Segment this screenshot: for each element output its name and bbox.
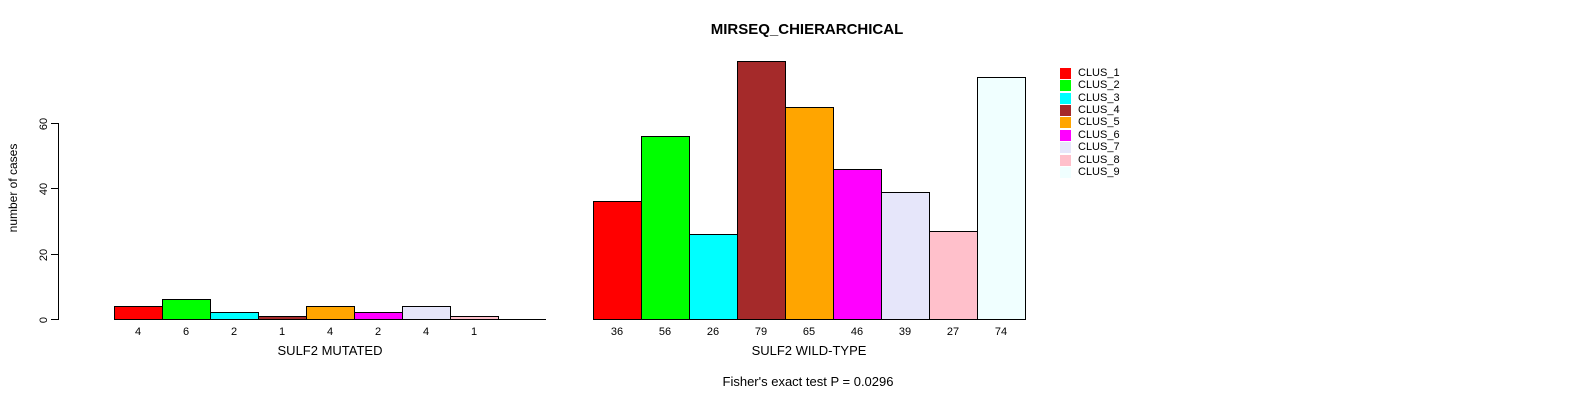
- legend-swatch-icon: [1060, 167, 1071, 179]
- bar-clus_4: [737, 61, 786, 320]
- x-axis-line-mutated: [114, 319, 546, 320]
- legend-swatch-icon: [1060, 80, 1071, 92]
- bar-clus_7: [881, 192, 930, 320]
- bar-value-label: 2: [374, 326, 382, 338]
- legend-item-clus_9: CLUS_9: [1060, 167, 1120, 179]
- legend-label: CLUS_4: [1078, 104, 1120, 117]
- bar-value-label: 65: [802, 326, 816, 338]
- legend-item-clus_7: CLUS_7: [1060, 142, 1120, 154]
- legend-swatch-icon: [1060, 117, 1071, 129]
- bar-clus_1: [593, 201, 642, 320]
- legend-label: CLUS_5: [1078, 116, 1120, 129]
- y-tick-mark: [51, 188, 58, 189]
- legend-item-clus_2: CLUS_2: [1060, 79, 1120, 92]
- y-axis-line: [58, 123, 59, 320]
- y-tick-label: 0: [38, 316, 50, 323]
- bar-clus_2: [162, 299, 211, 320]
- group-label-mutated: SULF2 MUTATED: [277, 343, 383, 358]
- y-tick-label: 60: [38, 117, 50, 130]
- bar-value-label: 6: [182, 326, 190, 338]
- legend-item-clus_8: CLUS_8: [1060, 154, 1120, 166]
- bar-value-label: 46: [850, 326, 864, 338]
- y-tick-label: 40: [38, 182, 50, 195]
- group-label-wildtype: SULF2 WILD-TYPE: [751, 343, 867, 358]
- y-tick-mark: [51, 254, 58, 255]
- bar-clus_2: [641, 136, 690, 320]
- y-axis-label: number of cases: [6, 143, 20, 233]
- bar-value-label: 2: [230, 326, 238, 338]
- legend-swatch-icon: [1060, 92, 1071, 104]
- legend-label: CLUS_1: [1078, 66, 1120, 79]
- legend-label: CLUS_3: [1078, 91, 1120, 104]
- bar-value-label: 79: [754, 326, 768, 338]
- bar-value-label: 56: [658, 326, 672, 338]
- bar-value-label: 39: [898, 326, 912, 338]
- legend-swatch-icon: [1060, 67, 1071, 79]
- legend-swatch-icon: [1060, 105, 1071, 117]
- legend-item-clus_5: CLUS_5: [1060, 117, 1120, 129]
- bar-value-label: 4: [134, 326, 142, 338]
- y-tick-mark: [51, 319, 58, 320]
- y-tick-label: 20: [38, 248, 50, 261]
- y-tick-mark: [51, 123, 58, 124]
- legend-label: CLUS_7: [1078, 141, 1120, 154]
- legend-label: CLUS_2: [1078, 79, 1120, 92]
- chart-title: MIRSEQ_CHIERARCHICAL: [710, 21, 904, 38]
- legend-swatch-icon: [1060, 142, 1071, 154]
- bar-value-label: 1: [470, 326, 478, 338]
- bar-clus_1: [114, 306, 163, 320]
- legend-label: CLUS_6: [1078, 128, 1120, 141]
- bar-value-label: 4: [422, 326, 430, 338]
- footnote-fisher-test: Fisher's exact test P = 0.0296: [722, 374, 894, 389]
- bar-value-label: 1: [278, 326, 286, 338]
- legend-item-clus_4: CLUS_4: [1060, 104, 1120, 117]
- bar-clus_3: [689, 234, 738, 320]
- legend-label: CLUS_8: [1078, 153, 1120, 166]
- bar-clus_6: [833, 169, 882, 320]
- legend-item-clus_3: CLUS_3: [1060, 92, 1120, 104]
- bar-clus_7: [402, 306, 451, 320]
- legend-swatch-icon: [1060, 129, 1071, 141]
- x-axis-line-wildtype: [593, 319, 1025, 320]
- bar-value-label: 26: [706, 326, 720, 338]
- bar-value-label: 4: [326, 326, 334, 338]
- legend-label: CLUS_9: [1078, 166, 1120, 179]
- legend-swatch-icon: [1060, 154, 1071, 166]
- legend-item-clus_1: CLUS_1: [1060, 67, 1120, 79]
- bar-value-label: 36: [610, 326, 624, 338]
- legend: CLUS_1 CLUS_2 CLUS_3 CLUS_4 CLUS_5 CLUS_6 CLUS…: [1060, 67, 1120, 179]
- bar-clus_5: [306, 306, 355, 320]
- legend-item-clus_6: CLUS_6: [1060, 129, 1120, 141]
- bar-clus_8: [929, 231, 978, 320]
- bar-clus_5: [785, 107, 834, 320]
- bar-clus_9: [977, 77, 1026, 320]
- bar-value-label: 27: [946, 326, 960, 338]
- bar-value-label: 74: [994, 326, 1008, 338]
